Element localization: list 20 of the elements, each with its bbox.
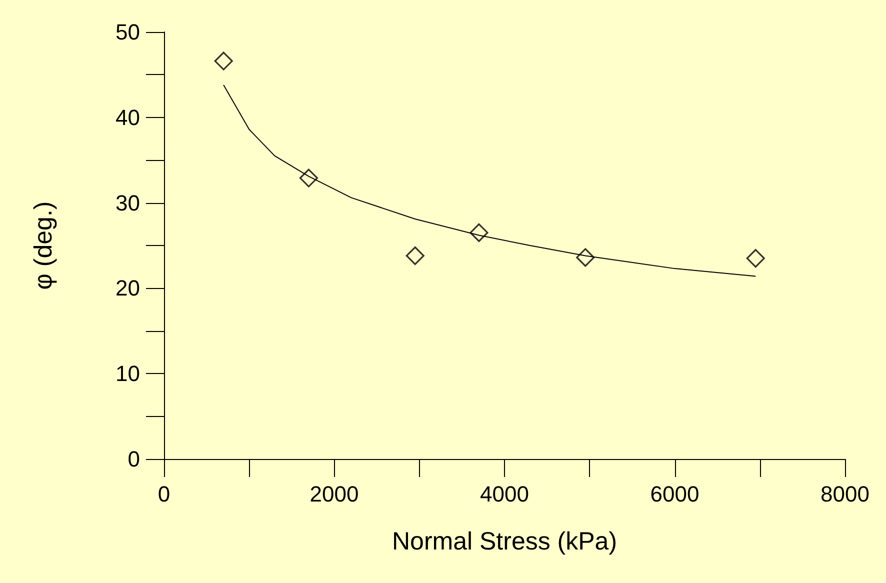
y-tick-label: 0 bbox=[128, 446, 140, 472]
x-tick-label: 0 bbox=[158, 482, 170, 506]
point bbox=[576, 248, 595, 267]
x-tick-label: 4000 bbox=[480, 482, 529, 506]
x-tick-label: 8000 bbox=[820, 482, 870, 506]
y-tick-label: 40 bbox=[116, 104, 140, 130]
line-series bbox=[223, 84, 756, 277]
point bbox=[214, 52, 233, 70]
y-tick-label: 20 bbox=[116, 276, 140, 301]
y-tick-label: 50 bbox=[116, 20, 140, 44]
point bbox=[299, 168, 318, 188]
point bbox=[406, 246, 424, 266]
point bbox=[470, 223, 488, 242]
point bbox=[746, 249, 765, 268]
y-axis-title: φ (deg.) bbox=[30, 201, 58, 290]
x-tick-label: 6000 bbox=[650, 482, 700, 506]
y-tick-label: 30 bbox=[116, 190, 140, 216]
y-tick-label: 10 bbox=[116, 361, 140, 386]
x-axis-title: Normal Stress (kPa) bbox=[392, 528, 618, 556]
x-tick-label: 2000 bbox=[310, 482, 359, 506]
